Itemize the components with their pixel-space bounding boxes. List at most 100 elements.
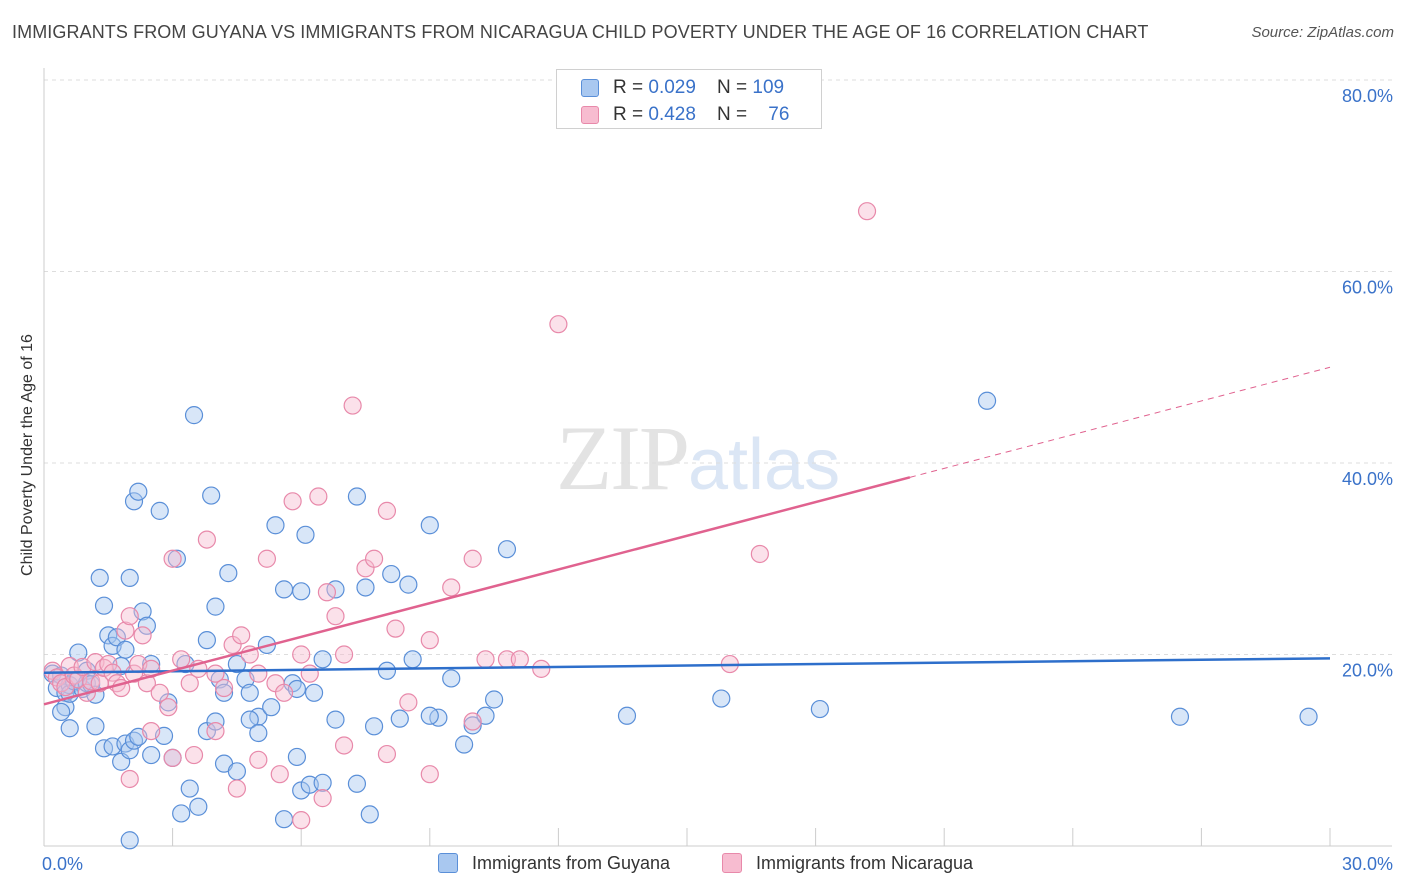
- point-guyana: [60, 719, 79, 738]
- point-guyana: [420, 516, 439, 535]
- point-guyana: [262, 698, 281, 717]
- n-value-nicaragua: 76: [768, 104, 790, 125]
- point-guyana: [390, 709, 409, 728]
- point-guyana: [172, 804, 191, 823]
- y-tick-label: 80.0%: [1342, 86, 1393, 106]
- point-nicaragua: [386, 619, 405, 638]
- point-nicaragua: [159, 698, 178, 717]
- point-nicaragua: [150, 683, 169, 702]
- point-guyana: [287, 747, 307, 767]
- point-guyana: [420, 706, 439, 725]
- point-guyana: [296, 525, 315, 544]
- point-guyana: [274, 580, 294, 599]
- point-guyana: [52, 702, 71, 722]
- point-nicaragua: [232, 626, 251, 645]
- watermark-atlas: atlas: [688, 425, 841, 505]
- point-guyana: [377, 661, 397, 680]
- point-guyana: [189, 797, 208, 816]
- point-guyana: [94, 596, 114, 615]
- point-guyana: [617, 706, 637, 725]
- point-guyana: [69, 643, 88, 662]
- r-label: R =: [613, 77, 649, 98]
- n-value-guyana: 109: [752, 77, 785, 98]
- point-guyana: [347, 774, 367, 793]
- point-guyana: [184, 406, 204, 425]
- source-credit: Source: ZipAtlas.com: [1251, 24, 1394, 41]
- point-nicaragua: [249, 750, 268, 769]
- point-nicaragua: [442, 578, 461, 597]
- watermark: ZIPatlas: [556, 405, 840, 511]
- legend-label-nicaragua: Immigrants from Nicaragua: [756, 853, 974, 873]
- point-guyana: [202, 486, 221, 505]
- point-nicaragua: [399, 693, 418, 712]
- point-nicaragua: [343, 396, 362, 415]
- point-nicaragua: [313, 789, 332, 808]
- point-guyana: [382, 564, 401, 584]
- point-guyana: [313, 773, 332, 792]
- trendline-guyana: [43, 657, 1331, 674]
- point-nicaragua: [227, 779, 246, 798]
- point-nicaragua: [857, 202, 877, 221]
- point-guyana: [137, 616, 156, 635]
- n-label: N =: [717, 104, 753, 125]
- swatch-nicaragua: [581, 106, 599, 124]
- point-guyana: [810, 699, 829, 719]
- point-nicaragua: [197, 530, 216, 549]
- point-nicaragua: [163, 748, 182, 768]
- point-nicaragua: [206, 664, 225, 683]
- point-nicaragua: [532, 659, 551, 678]
- point-nicaragua: [214, 678, 234, 698]
- point-nicaragua: [274, 683, 294, 702]
- point-nicaragua: [510, 650, 529, 669]
- point-nicaragua: [292, 811, 311, 830]
- point-nicaragua: [292, 645, 311, 664]
- point-guyana: [197, 631, 216, 650]
- point-guyana: [1170, 707, 1190, 726]
- point-guyana: [292, 582, 311, 601]
- point-guyana: [240, 683, 259, 702]
- point-guyana: [364, 717, 384, 736]
- point-guyana: [167, 549, 186, 568]
- chart-title: IMMIGRANTS FROM GUYANA VS IMMIGRANTS FRO…: [12, 22, 1149, 42]
- point-guyana: [326, 710, 345, 729]
- point-nicaragua: [750, 544, 769, 564]
- point-nicaragua: [249, 664, 268, 683]
- legend-swatch-guyana: [438, 853, 458, 873]
- swatch-guyana: [581, 79, 599, 97]
- point-guyana: [1299, 707, 1318, 726]
- series-legend: Immigrants from Guyana Immigrants from N…: [0, 852, 1406, 876]
- point-guyana: [360, 805, 379, 824]
- point-guyana: [313, 650, 332, 669]
- point-nicaragua: [180, 674, 199, 693]
- point-guyana: [347, 487, 367, 506]
- point-nicaragua: [317, 583, 337, 602]
- point-nicaragua: [60, 656, 79, 676]
- point-nicaragua: [463, 549, 482, 568]
- y-tick-label: 60.0%: [1342, 278, 1393, 298]
- r-label: R =: [613, 104, 649, 125]
- watermark-zip: ZIP: [556, 407, 690, 509]
- point-guyana: [442, 669, 461, 688]
- point-guyana: [150, 501, 169, 520]
- n-label: N =: [717, 77, 753, 98]
- point-guyana: [219, 564, 238, 583]
- point-guyana: [227, 654, 246, 674]
- point-guyana: [120, 568, 139, 588]
- x-tick-label: 0.0%: [42, 854, 83, 874]
- point-nicaragua: [463, 712, 482, 731]
- y-tick-label: 40.0%: [1342, 469, 1393, 489]
- x-tick-label: 30.0%: [1342, 854, 1393, 874]
- point-nicaragua: [172, 650, 191, 669]
- point-nicaragua: [300, 664, 319, 683]
- point-guyana: [180, 779, 199, 798]
- point-nicaragua: [309, 487, 328, 506]
- point-guyana: [142, 745, 161, 765]
- point-nicaragua: [257, 549, 277, 568]
- point-nicaragua: [549, 315, 568, 334]
- point-guyana: [116, 640, 135, 659]
- point-guyana: [712, 689, 731, 708]
- point-nicaragua: [116, 621, 135, 640]
- point-nicaragua: [270, 765, 289, 784]
- point-nicaragua: [184, 745, 204, 765]
